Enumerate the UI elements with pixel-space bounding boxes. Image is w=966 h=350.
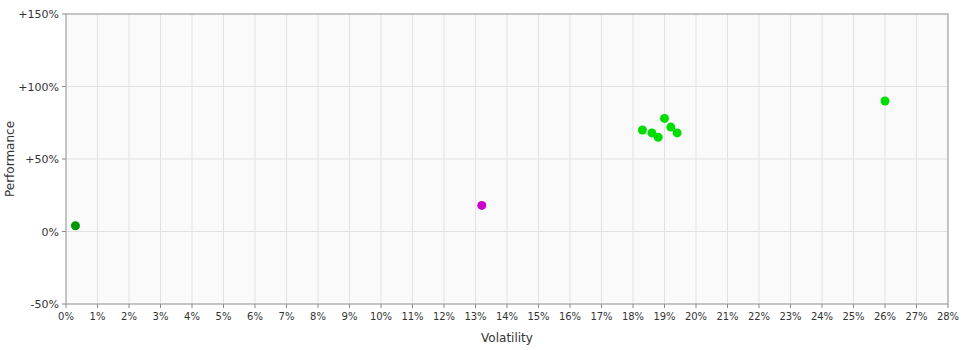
x-tick-label: 22% <box>748 311 770 322</box>
x-tick-label: 24% <box>811 311 833 322</box>
x-tick-label: 21% <box>716 311 738 322</box>
x-tick-label: 12% <box>433 311 455 322</box>
x-tick-label: 23% <box>779 311 801 322</box>
x-tick <box>507 304 508 308</box>
x-tick <box>475 304 476 308</box>
x-tick-label: 15% <box>527 311 549 322</box>
x-tick-label: 9% <box>342 311 358 322</box>
x-tick <box>255 304 256 308</box>
x-tick <box>286 304 287 308</box>
x-tick-label: 8% <box>310 311 326 322</box>
x-tick <box>822 304 823 308</box>
x-tick-label: 10% <box>370 311 392 322</box>
x-tick-label: 6% <box>247 311 263 322</box>
x-tick-label: 27% <box>905 311 927 322</box>
y-tick <box>62 14 66 15</box>
x-tick <box>160 304 161 308</box>
x-tick <box>538 304 539 308</box>
x-tick-label: 19% <box>653 311 675 322</box>
x-tick <box>66 304 67 308</box>
x-axis-label: Volatility <box>481 331 533 345</box>
x-tick <box>192 304 193 308</box>
x-tick <box>129 304 130 308</box>
x-tick-label: 28% <box>937 311 959 322</box>
x-tick <box>948 304 949 308</box>
grid-line-y <box>66 86 948 87</box>
series <box>71 221 80 230</box>
x-tick <box>444 304 445 308</box>
grid-line-y <box>66 231 948 232</box>
x-tick-label: 26% <box>874 311 896 322</box>
x-tick-label: 1% <box>90 311 106 322</box>
y-tick <box>62 304 66 305</box>
x-tick <box>759 304 760 308</box>
grid <box>66 14 948 304</box>
plot-area <box>66 14 948 304</box>
x-tick <box>790 304 791 308</box>
x-tick-label: 20% <box>685 311 707 322</box>
x-tick <box>412 304 413 308</box>
x-tick <box>97 304 98 308</box>
x-tick <box>696 304 697 308</box>
y-tick-label: 0% <box>42 226 59 239</box>
scatter-point <box>477 201 486 210</box>
y-tick-label: +150% <box>18 8 59 21</box>
scatter-point <box>660 114 669 123</box>
x-tick <box>727 304 728 308</box>
x-tick-label: 7% <box>279 311 295 322</box>
y-tick-label: -50% <box>31 298 59 311</box>
scatter-point <box>71 221 80 230</box>
x-tick-label: 2% <box>121 311 137 322</box>
series <box>477 201 486 210</box>
scatter-point <box>654 133 663 142</box>
y-tick-label: +50% <box>25 153 59 166</box>
x-tick-label: 18% <box>622 311 644 322</box>
y-tick <box>62 231 66 232</box>
x-tick <box>633 304 634 308</box>
y-tick <box>62 86 66 87</box>
y-tick <box>62 159 66 160</box>
x-tick-label: 14% <box>496 311 518 322</box>
x-tick <box>570 304 571 308</box>
plot-frame <box>66 14 948 304</box>
x-tick <box>318 304 319 308</box>
x-tick <box>664 304 665 308</box>
x-tick <box>223 304 224 308</box>
x-tick-label: 3% <box>153 311 169 322</box>
scatter-point <box>881 97 890 106</box>
y-tick-label: +100% <box>18 81 59 94</box>
x-tick-label: 0% <box>58 311 74 322</box>
x-tick-label: 11% <box>401 311 423 322</box>
x-tick <box>853 304 854 308</box>
x-tick <box>916 304 917 308</box>
x-tick-label: 4% <box>184 311 200 322</box>
x-tick <box>885 304 886 308</box>
x-tick-label: 13% <box>464 311 486 322</box>
series <box>638 97 890 142</box>
grid-line-y <box>66 159 948 160</box>
scatter-point <box>673 128 682 137</box>
points <box>71 97 890 231</box>
x-tick <box>381 304 382 308</box>
x-tick-label: 25% <box>842 311 864 322</box>
chart: 0% 1% 2% 3% 4% 5% 6% 7% 8% 9% 10% 11% 12% 13% 14% 15% 16… <box>0 0 966 350</box>
y-axis-label: Performance <box>3 121 17 197</box>
scatter-point <box>638 126 647 135</box>
x-tick-label: 16% <box>559 311 581 322</box>
x-tick <box>601 304 602 308</box>
x-tick-label: 5% <box>216 311 232 322</box>
x-tick-label: 17% <box>590 311 612 322</box>
axes: 0% 1% 2% 3% 4% 5% 6% 7% 8% 9% 10% 11% 12% 13% 14% 15% 16… <box>18 8 959 322</box>
x-tick <box>349 304 350 308</box>
